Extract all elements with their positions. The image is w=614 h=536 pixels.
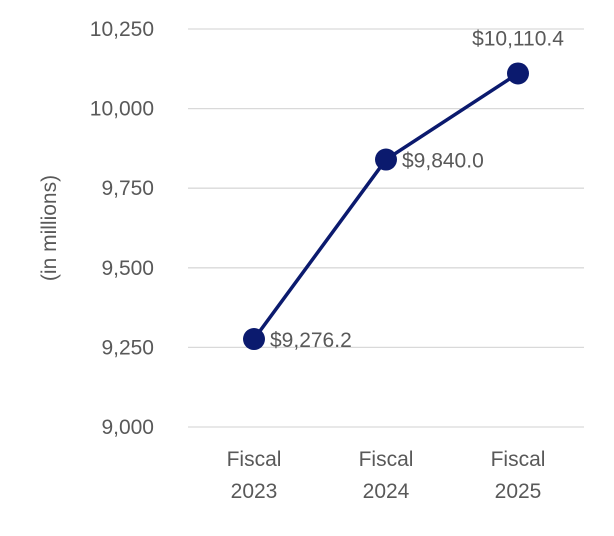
y-tick-label: 9,250 xyxy=(101,336,154,359)
x-axis-ticks: Fiscal 2023 Fiscal 2024 Fiscal 2025 xyxy=(227,448,546,503)
data-label: $9,840.0 xyxy=(402,150,484,173)
series-group: $9,276.2 $9,840.0 $10,110.4 xyxy=(243,27,564,352)
y-tick-label: 9,000 xyxy=(101,416,154,439)
y-axis-title: (in millions) xyxy=(38,175,61,281)
y-axis-ticks: 9,000 9,250 9,500 9,750 10,000 10,250 xyxy=(90,18,154,439)
y-tick-label: 10,000 xyxy=(90,98,154,121)
data-point xyxy=(507,62,529,85)
y-tick-label: 9,750 xyxy=(101,177,154,200)
data-label: $9,276.2 xyxy=(270,329,352,352)
x-tick-label: Fiscal 2025 xyxy=(491,448,546,503)
x-tick-label: Fiscal 2023 xyxy=(227,448,282,503)
gridlines xyxy=(188,28,584,428)
data-point xyxy=(375,148,397,171)
y-tick-label: 9,500 xyxy=(101,257,154,280)
series-line xyxy=(252,71,519,341)
y-tick-label: 10,250 xyxy=(90,18,154,41)
data-label: $10,110.4 xyxy=(472,27,564,50)
x-tick-label: Fiscal 2024 xyxy=(359,448,414,503)
data-point xyxy=(243,328,265,351)
